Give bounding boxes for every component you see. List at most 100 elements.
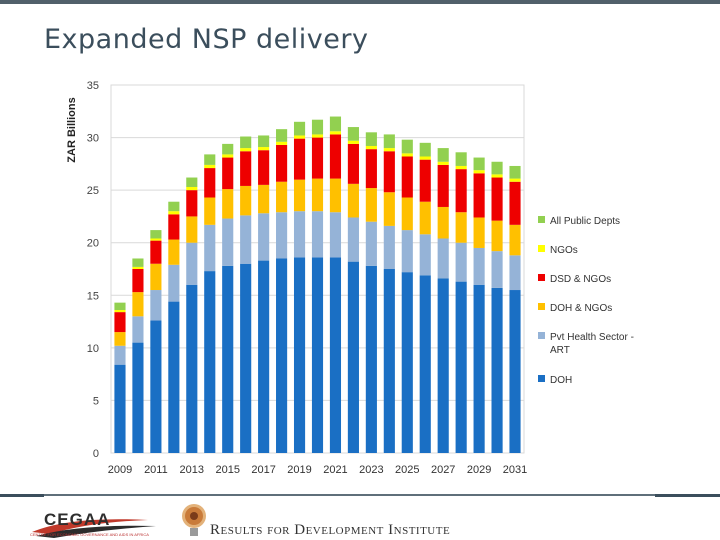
bar-segment [204,168,216,198]
bar-segment [222,154,234,158]
bar-segment [509,255,521,291]
bar-segment [150,320,162,453]
bar-segment [311,119,324,135]
bar-segment [437,278,449,453]
x-tick-label: 2023 [359,464,383,476]
bar-segment [329,178,342,213]
bar-segment [186,242,198,285]
bar-segment [240,263,252,453]
x-tick-label: 2015 [215,464,239,476]
legend-label: DSD & NGOs [550,274,611,285]
bar-segment [168,301,180,453]
bar-segment [347,140,359,144]
y-tick-label: 0 [93,448,99,460]
bar-segment [365,132,377,146]
legend-swatch [538,375,545,382]
bar-segment [150,240,162,264]
bar-segment [132,342,144,453]
bar-segment [222,143,234,155]
bar-segment [473,157,485,171]
bar-segment [491,220,503,252]
bar-segment [419,234,431,276]
bar-segment [168,264,180,302]
footer-divider-accent-left [0,494,44,497]
bar-segment [509,290,521,453]
bar-segment [240,151,252,186]
legend-swatch [538,303,545,310]
bar-segment [419,201,431,235]
bar-segment [401,197,413,231]
x-tick-label: 2011 [144,464,168,476]
bar-segment [258,184,270,214]
bar-segment [365,221,377,266]
bar-segment [455,169,467,213]
x-tick-label: 2027 [431,464,455,476]
bar-segment [455,281,467,453]
bar-segment [276,129,288,142]
bar-segment [132,269,144,293]
bar-segment [473,284,485,453]
bar-segment [168,201,180,212]
bar-segment [473,247,485,285]
bar-segment [365,145,377,150]
bar-segment [132,292,144,317]
bar-segment [383,134,395,149]
bar-segment [401,230,413,273]
bar-segment [311,211,324,258]
bar-segment [365,265,377,453]
bar-segment [293,179,306,212]
legend-label: DOH & NGOs [550,303,612,314]
bar-segment [311,178,324,212]
bar-segment [347,183,359,218]
bar-segment [311,134,324,138]
bar-segment [240,185,252,216]
bar-segment [491,174,503,178]
bar-segment [383,151,395,193]
bar-segment [401,272,413,453]
bar-segment [509,181,521,225]
y-tick-label: 10 [87,343,99,355]
bar-segment [186,190,198,217]
bar-segment [150,238,162,241]
bar-segment [150,290,162,321]
bar-segment [114,312,126,333]
bar-segment [204,154,216,165]
legend-label: NGOs [550,245,578,256]
bar-segment [329,257,342,453]
bar-segment [473,170,485,174]
bar-segment [276,258,288,453]
bar-segment [168,211,180,215]
bar-segment [419,142,431,157]
y-tick-label: 30 [87,133,99,145]
bar-segment [383,148,395,152]
bar-segment [329,134,342,179]
bar-segment [258,150,270,185]
top-accent-bar [0,0,720,4]
bar-segment [240,148,252,152]
bar-segment [293,211,306,258]
bar-segment [293,138,306,180]
bar-segment [311,257,324,453]
bar-segment [365,149,377,189]
bar-segment [114,332,126,346]
bar-segment [186,284,198,453]
legend-label: DOH [550,375,572,386]
y-tick-label: 25 [87,185,99,197]
bar-segment [419,156,431,160]
bar-segment [204,224,216,272]
x-tick-label: 2013 [180,464,204,476]
bar-segment [491,177,503,221]
bar-segment [276,181,288,213]
slide-title: Expanded NSP delivery [44,24,369,55]
legend-label: ART [550,345,570,356]
bar-segment [114,302,126,311]
bar-segment [276,144,288,182]
x-tick-label: 2017 [251,464,275,476]
x-tick-label: 2021 [323,464,347,476]
bar-segment [401,156,413,198]
y-axis-label: ZAR Billions [66,97,78,162]
legend-swatch [538,332,545,339]
y-tick-label: 15 [87,290,99,302]
bar-segment [276,141,288,145]
